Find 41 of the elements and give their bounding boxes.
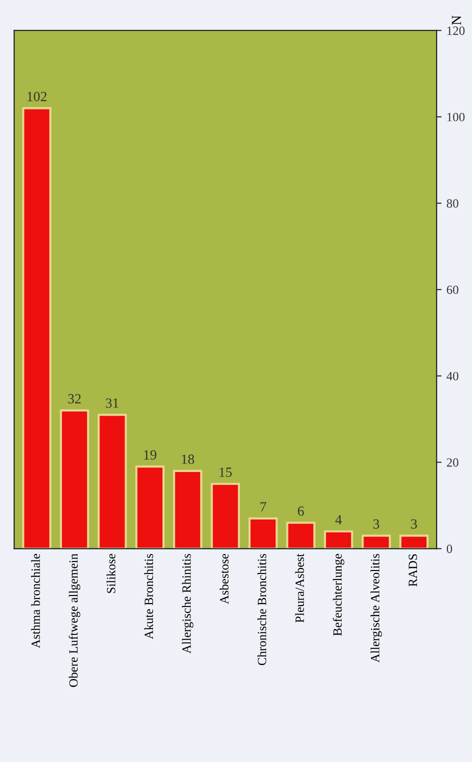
bar: [324, 530, 354, 549]
x-tick-label: Silikose: [106, 554, 116, 593]
bar: [173, 470, 202, 549]
y-tick-label: 80: [446, 199, 458, 208]
y-tick-label: 20: [446, 458, 458, 467]
bar: [286, 522, 316, 549]
bar: [60, 409, 90, 549]
x-tick-label: Chronische Bronchitis: [257, 554, 266, 666]
data-label: 6: [298, 506, 304, 516]
y-tick-label: 0: [446, 544, 452, 554]
x-tick-label: Allergische Alveolitis: [370, 554, 382, 663]
data-label: 18: [182, 454, 194, 464]
y-tick-label: 120: [447, 26, 465, 35]
data-label: 32: [68, 394, 81, 404]
bar: [362, 534, 391, 549]
data-label: 3: [373, 519, 380, 529]
y-tick-label: 100: [447, 112, 465, 122]
x-tick-label: Allergische Rhinitis: [182, 554, 194, 654]
bar: [135, 466, 165, 549]
bar: [399, 534, 429, 549]
data-label: 19: [144, 450, 156, 460]
data-label: 3: [411, 519, 417, 529]
x-tick-label: RADS: [408, 554, 418, 586]
bar: [210, 482, 240, 549]
x-tick-label: Befeuchterlunge: [332, 554, 344, 636]
data-label: 7: [260, 502, 266, 512]
data-label: 102: [28, 92, 46, 102]
data-label: 15: [220, 468, 232, 477]
data-label: 31: [106, 398, 118, 408]
y-tick-label: 60: [446, 286, 458, 294]
bar: [22, 107, 52, 549]
x-tick-label: Akute Bronchitis: [144, 554, 154, 640]
x-tick-label: Obere Luftwege allgemein: [68, 554, 80, 687]
bar: [248, 517, 278, 549]
x-tick-label: Asbestose: [220, 554, 229, 604]
y-tick-label: 40: [446, 372, 458, 380]
x-tick-label: Asthma bronchiale: [31, 554, 40, 648]
bar: [98, 414, 127, 549]
data-label: 4: [335, 515, 342, 524]
x-tick-label: Pleura/Asbest: [295, 554, 304, 623]
y-axis-title: N: [452, 16, 462, 25]
